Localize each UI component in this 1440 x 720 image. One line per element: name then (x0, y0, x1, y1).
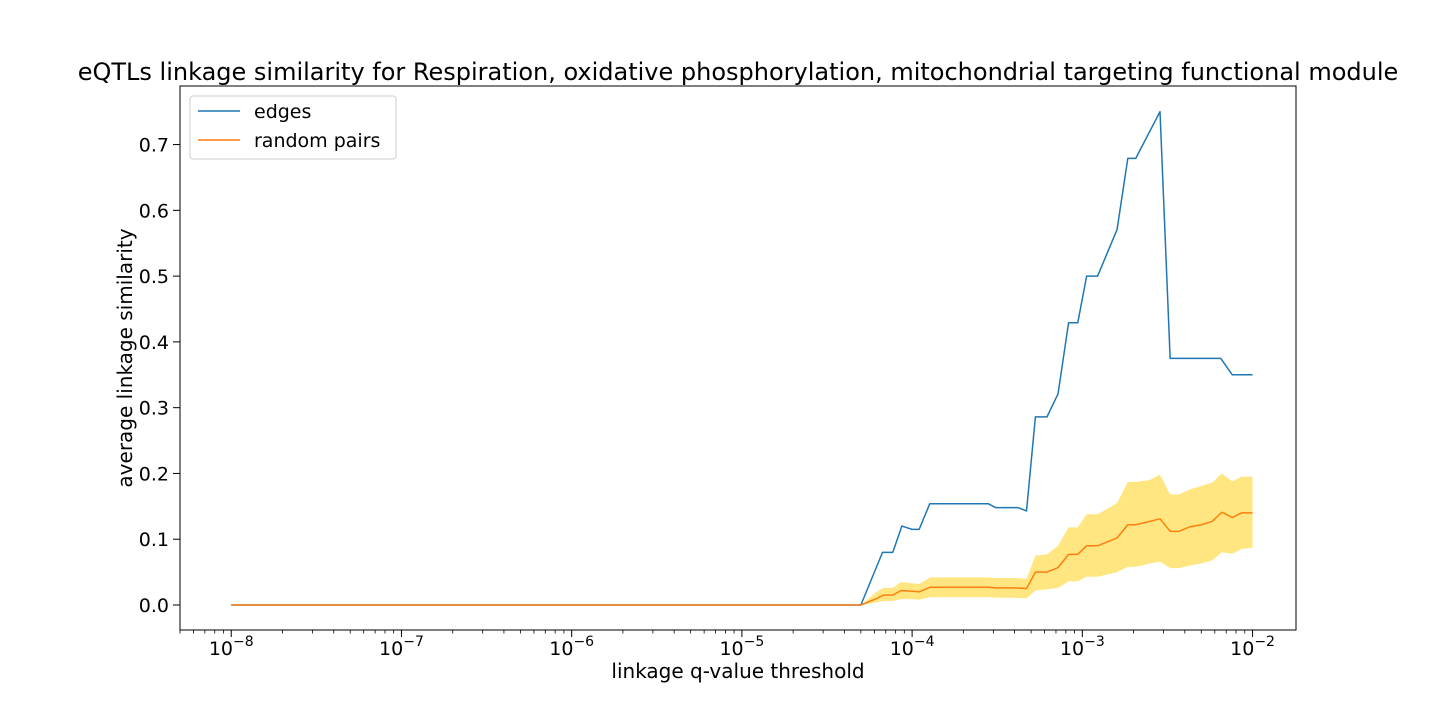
confidence-band-layer (231, 473, 1253, 605)
y-tick-label: 0.5 (139, 266, 169, 288)
y-axis-label: average linkage similarity (113, 228, 137, 487)
x-tick-label: 10−4 (890, 634, 935, 660)
y-tick-label: 0.2 (139, 463, 169, 485)
edges-line (231, 110, 1253, 606)
random-pairs-line (231, 511, 1253, 606)
plot-frame (179, 85, 1297, 631)
chart-title: eQTLs linkage similarity for Respiration… (78, 58, 1399, 86)
y-axis: 0.0 0.1 0.2 0.3 0.4 0.5 0.6 0.7 (139, 135, 180, 617)
x-tick-label: 10−8 (209, 634, 254, 660)
y-tick-label: 0.0 (139, 595, 169, 617)
y-tick-label: 0.4 (139, 332, 169, 354)
x-axis-label: linkage q-value threshold (611, 659, 864, 683)
legend-frame (189, 95, 397, 160)
x-tick-label: 10−3 (1060, 634, 1105, 660)
series-layer (231, 110, 1253, 606)
legend: edges random pairs (189, 95, 397, 160)
x-tick-label: 10−5 (719, 634, 764, 660)
random-pairs-confidence-band (231, 473, 1253, 605)
x-tick-label: 10−2 (1230, 634, 1275, 660)
x-tick-label: 10−6 (549, 634, 594, 660)
x-axis: 10−8 10−7 10−6 10−5 10−4 10−3 10−2 (179, 630, 1275, 660)
legend-label-random-pairs: random pairs (254, 130, 380, 152)
y-tick-label: 0.7 (139, 135, 169, 157)
x-tick-label: 10−7 (379, 634, 424, 660)
y-tick-label: 0.1 (139, 529, 169, 551)
plot-area (179, 85, 1297, 631)
y-tick-label: 0.3 (139, 398, 169, 420)
y-tick-label: 0.6 (139, 200, 169, 222)
legend-label-edges: edges (254, 101, 311, 123)
